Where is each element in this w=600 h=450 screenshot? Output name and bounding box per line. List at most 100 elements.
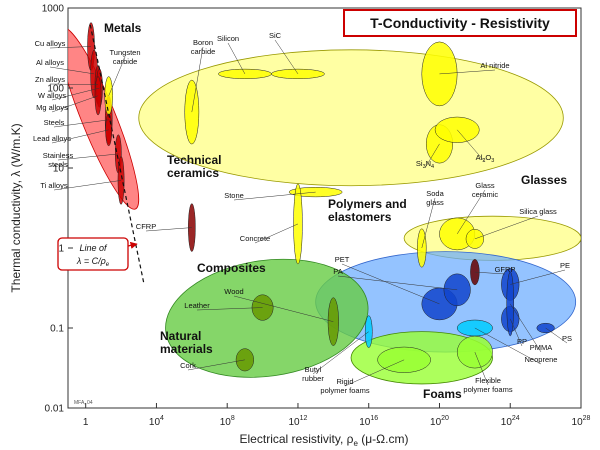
guide-line-callout: Line of λ = C/ρe — [57, 237, 138, 271]
leader-line — [456, 129, 486, 163]
leader-line — [233, 191, 316, 201]
y-tick-label: 0.1 — [50, 324, 64, 335]
leader-line — [474, 215, 539, 240]
leader-line — [254, 223, 299, 244]
material-label-pet: PET — [335, 255, 350, 264]
leader-line — [424, 143, 440, 169]
leader-line — [53, 180, 122, 191]
x-tick-label: 1 — [83, 417, 89, 428]
material-label-pp: PP — [517, 337, 527, 346]
x-axis-ticks: 1 104 108 1012 1016 1020 1024 1028 — [83, 403, 591, 428]
material-wood — [327, 297, 339, 346]
material-label-zn-alloys: Zn alloys — [35, 75, 65, 84]
x-tick-label: 1016 — [359, 415, 378, 428]
group-label-metals: Metals — [104, 21, 142, 35]
leader-line — [57, 153, 119, 161]
material-label-neoprene: Neoprene — [525, 355, 558, 364]
leader-line — [187, 359, 245, 371]
material-label-stone: Stone — [224, 191, 244, 200]
guide-line-formula: λ = C/ρ — [76, 256, 106, 266]
leader-line — [456, 189, 486, 235]
material-ps — [536, 322, 555, 334]
leader-line — [274, 39, 299, 75]
x-tick-label: 1012 — [289, 415, 308, 428]
leader-line — [108, 56, 126, 96]
chart-title: T-Conductivity - Resistivity — [370, 15, 550, 31]
leader-line — [196, 307, 263, 311]
material-label-pa: PA — [333, 267, 342, 276]
group-envelope-technical-ceramics — [138, 49, 564, 187]
guide-line — [89, 24, 145, 285]
x-axis-label: Electrical resistivity, ρe (μ-Ω.cm) — [240, 432, 409, 448]
x-tick-label: 1020 — [430, 415, 449, 428]
x-tick-label: 104 — [149, 415, 164, 428]
material-label-cu-alloys: Cu alloys — [35, 39, 66, 48]
material-label-silica-glass: Silica glass — [519, 207, 557, 216]
y-axis-label: Thermal conductivity, λ (W/m.K) — [9, 123, 23, 292]
material-label-boron-carbide: Boron carbide — [191, 38, 216, 56]
guide-line-label: Line of — [79, 243, 108, 253]
svg-text:λ = C/ρe: λ = C/ρe — [76, 256, 110, 268]
material-boron-carbide — [184, 79, 200, 145]
material-label-glass-ceramic: Glass ceramic — [472, 181, 499, 199]
leader-line — [474, 351, 489, 386]
material-label-gfrp: GFRP — [495, 265, 516, 274]
leader-line — [51, 129, 109, 144]
group-label-technical-ceramics: Technical ceramics — [167, 153, 221, 180]
leader-line — [510, 303, 542, 353]
leader-line — [191, 46, 204, 113]
y-tick-label: 10 — [53, 164, 65, 175]
y-axis-ticks: 0.01 0.1 1 10 100 1000 — [42, 4, 73, 415]
group-label-glasses: Glasses — [521, 173, 567, 187]
leader-line — [49, 66, 95, 75]
group-label-composites: Composites — [197, 261, 266, 275]
leader-line — [337, 275, 458, 291]
material-label-concrete: Concrete — [240, 234, 270, 243]
x-tick-label: 108 — [220, 415, 235, 428]
leader-line — [545, 327, 568, 344]
material-label-leather: Leather — [184, 301, 210, 310]
leader-line — [53, 119, 109, 128]
material-label-soda-glass: Soda glass — [426, 189, 444, 207]
leader-line — [233, 295, 334, 322]
leader-line — [341, 263, 440, 305]
leader-line — [227, 42, 246, 75]
material-label-ps: PS — [562, 334, 572, 343]
leader-line — [49, 46, 92, 49]
leader-line — [312, 331, 369, 375]
credit-text: MFA, 04 — [74, 400, 93, 406]
material-label-rigid-polymer-foams: Rigid polymer foams — [320, 377, 369, 395]
material-label-si3n4: Si3N4 — [416, 159, 434, 170]
chart-title-box: T-Conductivity - Resistivity — [343, 9, 577, 37]
material-mg-alloys — [94, 76, 102, 116]
material-label-stainless-steels: Stainless steels — [43, 151, 74, 169]
y-tick-label: 100 — [47, 84, 64, 95]
leader-line — [439, 69, 496, 75]
group-label-natural-materials: Natural materials — [160, 329, 213, 356]
material-label-cfrp: CFRP — [136, 222, 156, 231]
material-label-steels: Steels — [44, 118, 65, 127]
material-al-nitride — [421, 41, 458, 107]
leader-line — [344, 359, 405, 387]
material-label-lead-alloys: Lead alloys — [33, 134, 71, 143]
x-tick-label: 1024 — [501, 415, 520, 428]
material-label-cork: Cork — [180, 361, 196, 370]
material-label-al-nitride: Al nitride — [480, 61, 509, 70]
leader-line — [510, 269, 566, 285]
svg-text:Line of: Line of — [79, 243, 108, 253]
leader-line — [51, 87, 100, 101]
leader-line — [474, 327, 542, 365]
material-label-butyl-rubber: Butyl rubber — [302, 365, 324, 383]
leader-line — [474, 271, 506, 275]
annotation-labels: Technical ceramics Glasses Polymers and elas… — [33, 21, 572, 401]
leader-line — [421, 197, 436, 249]
material-label-flexible-polymer-foams: Flexible polymer foams — [463, 376, 512, 394]
material-label-al-alloys: Al alloys — [36, 58, 64, 67]
y-tick-label: 0.01 — [45, 404, 65, 415]
material-label-silicon: Silicon — [217, 34, 239, 43]
material-label-w-alloys: W alloys — [38, 91, 67, 100]
leader-line — [510, 318, 523, 347]
x-tick-label: 1028 — [572, 415, 591, 428]
material-label-pmma: PMMA — [530, 343, 553, 352]
